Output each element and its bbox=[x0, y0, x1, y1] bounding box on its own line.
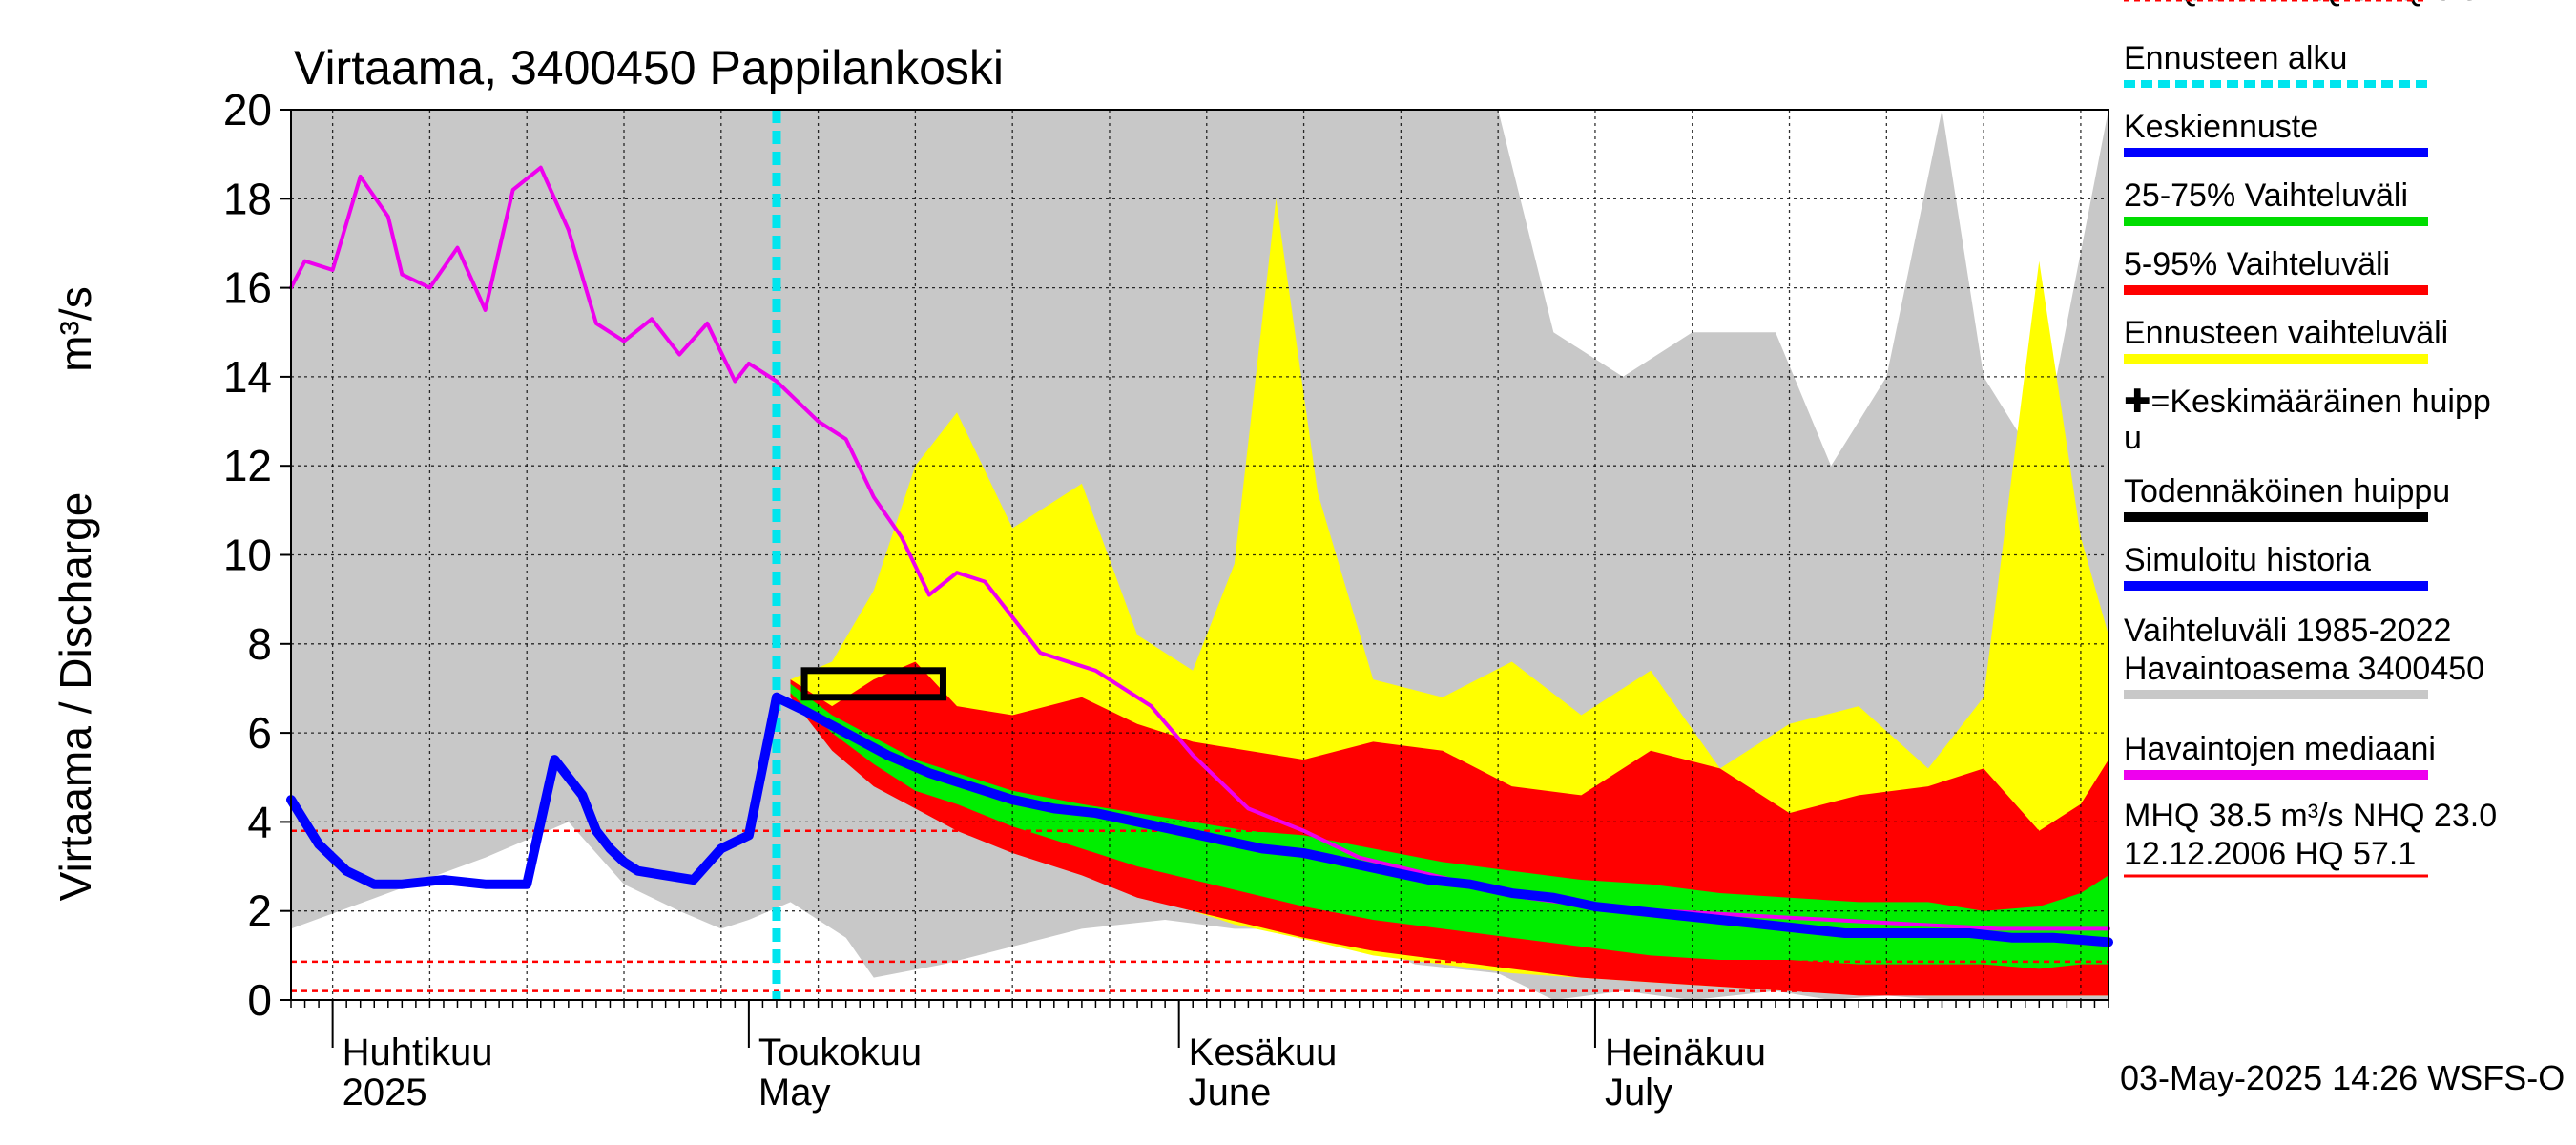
legend-label: Todennäköinen huippu bbox=[2124, 473, 2450, 510]
y-tick-label: 18 bbox=[223, 174, 272, 223]
band-25-75-vaihteluv-li bbox=[790, 683, 2109, 969]
legend-label-2: u bbox=[2124, 420, 2142, 456]
reference-lines bbox=[291, 829, 2109, 992]
y-tick-label: 2 bbox=[247, 886, 272, 936]
x-month-label: Kesäkuu bbox=[1189, 1031, 1338, 1073]
legend-label-2: Havaintoasema 3400450 bbox=[2124, 651, 2484, 687]
x-month-sublabel: July bbox=[1605, 1072, 1672, 1114]
y-tick-label: 20 bbox=[223, 85, 272, 135]
legend-label: Simuloitu historia bbox=[2124, 542, 2371, 578]
x-month-label: Heinäkuu bbox=[1605, 1031, 1766, 1073]
legend-label: Keskiennuste bbox=[2124, 109, 2318, 145]
x-month-label: Huhtikuu bbox=[343, 1031, 493, 1073]
y-tick-label: 16 bbox=[223, 263, 272, 313]
timestamp: 03-May-2025 14:26 WSFS-O bbox=[2120, 1058, 2565, 1097]
chart-title: Virtaama, 3400450 Pappilankoski bbox=[294, 41, 1004, 94]
probable-peak-box bbox=[800, 667, 946, 701]
legend-label: MHQ 38.5 m³/s NHQ 23.0 bbox=[2124, 798, 2497, 834]
legend-label: MNQ 0.86 m³/s HNQ 3.8 bbox=[2124, 0, 2479, 8]
legend-label: ✚=Keskimääräinen huipp bbox=[2124, 384, 2491, 420]
legend-label: Ennusteen vaihteluväli bbox=[2124, 315, 2448, 351]
legend: Ennusteen alku Keskiennuste 25-75% Vaihtel… bbox=[2124, 0, 2497, 878]
x-month-label: Toukokuu bbox=[758, 1031, 922, 1073]
y-tick-label: 8 bbox=[247, 619, 272, 669]
y-tick-label: 14 bbox=[223, 352, 272, 402]
y-tick-label: 12 bbox=[223, 441, 272, 490]
line-simuloitu-historia bbox=[286, 692, 781, 889]
y-tick-label: 6 bbox=[247, 708, 272, 758]
legend-label-2: 12.12.2006 HQ 57.1 bbox=[2124, 836, 2416, 872]
y-axis-unit: m³/s bbox=[51, 286, 100, 371]
y-tick-label: 10 bbox=[223, 531, 272, 580]
y-tick-label: 0 bbox=[247, 975, 272, 1025]
legend-label: Havaintojen mediaani bbox=[2124, 731, 2436, 767]
legend-label-2: 22.09.2019 NQ 0.00 bbox=[2124, 0, 2416, 8]
legend-label: Ennusteen alku bbox=[2124, 40, 2347, 76]
y-axis-label: Virtaama / Discharge bbox=[51, 492, 100, 902]
y-axis: 0 2 4 6 8 10 12 14 16 18 20 bbox=[223, 85, 291, 1025]
legend-label: 5-95% Vaihteluväli bbox=[2124, 246, 2390, 282]
y-tick-label: 4 bbox=[247, 797, 272, 846]
x-month-sublabel: June bbox=[1189, 1072, 1272, 1114]
chart-lines bbox=[286, 110, 2113, 1000]
legend-label: 25-75% Vaihteluväli bbox=[2124, 177, 2408, 214]
line-keskiennuste bbox=[771, 692, 2113, 947]
x-month-sublabel: 2025 bbox=[343, 1072, 427, 1114]
legend-label: Vaihteluväli 1985-2022 bbox=[2124, 613, 2451, 649]
x-month-sublabel: May bbox=[758, 1072, 831, 1114]
